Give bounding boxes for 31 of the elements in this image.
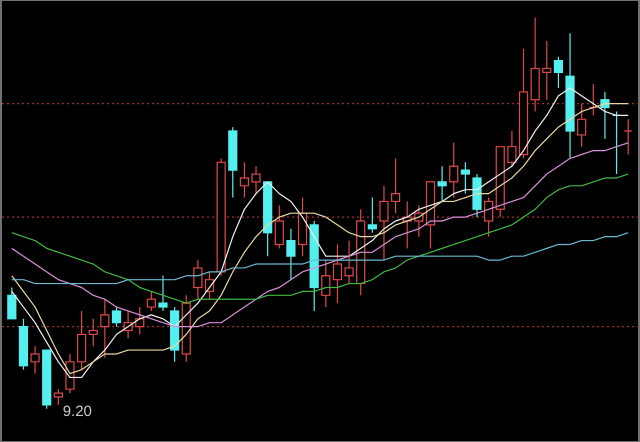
candlestick xyxy=(286,228,296,280)
candlestick xyxy=(251,166,261,194)
candlestick xyxy=(135,306,144,336)
candlestick xyxy=(624,118,633,156)
candlestick xyxy=(449,142,458,198)
candlestick xyxy=(554,56,564,89)
candlestick xyxy=(274,204,284,249)
candlestick xyxy=(7,286,16,320)
candlestick xyxy=(379,185,389,261)
candlestick xyxy=(390,158,400,214)
candlestick xyxy=(112,306,122,328)
candlestick xyxy=(240,162,250,198)
candlestick xyxy=(30,346,40,374)
candlestick xyxy=(54,388,63,406)
candlestick xyxy=(438,166,447,202)
candlestick xyxy=(158,275,168,312)
candlestick xyxy=(146,290,156,312)
candlestick xyxy=(193,260,202,300)
candlestick xyxy=(321,260,330,308)
candlestick xyxy=(100,298,110,359)
annotation: 9.20 xyxy=(62,402,92,420)
candlestick xyxy=(368,196,377,234)
candlestick xyxy=(507,130,516,167)
candlestick xyxy=(577,103,586,148)
candlestick xyxy=(344,240,354,284)
candlestick xyxy=(484,196,494,238)
candlestick xyxy=(588,83,598,116)
candlestick xyxy=(542,40,552,100)
candlestick xyxy=(332,244,342,304)
candlestick xyxy=(88,318,98,347)
candlestick xyxy=(460,162,470,194)
